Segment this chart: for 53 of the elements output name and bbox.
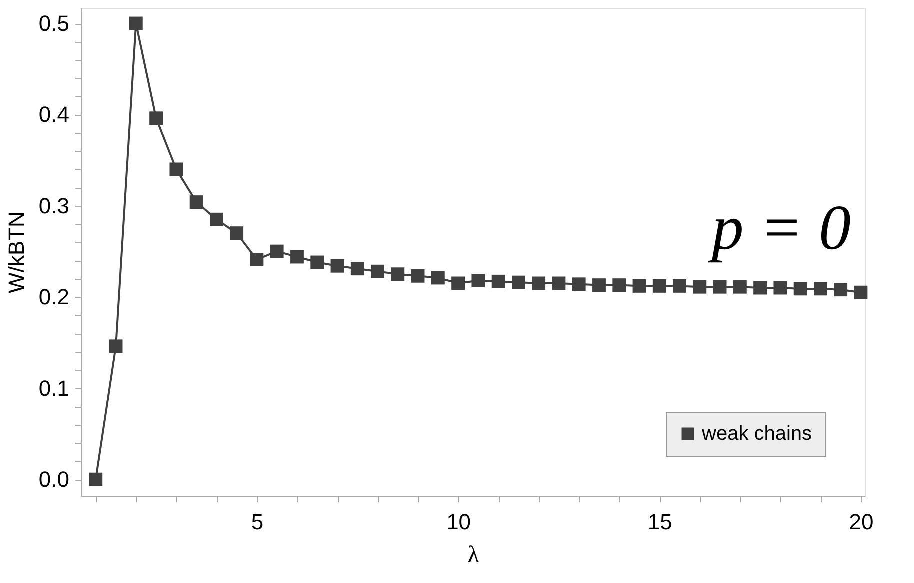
point [391,268,405,282]
point [834,283,848,297]
legend-label: weak chains [701,423,812,445]
point [330,259,344,273]
point [431,271,445,285]
point [210,212,224,226]
point [190,196,204,209]
point [754,281,768,295]
y-tick-label: 0.4 [38,102,70,128]
point [170,162,184,176]
y-axis-title: W/kBTN [4,212,29,294]
y-tick-label: 0.3 [38,193,70,218]
point [230,226,244,240]
point [632,280,646,293]
point [652,280,666,293]
y-tick-label: 0.0 [38,467,70,492]
x-tick-label: 5 [251,510,264,534]
point [350,262,364,276]
point [512,276,526,290]
y-tick-label: 0.1 [38,376,70,401]
point [290,250,304,264]
annotation: p = 0 [708,192,851,263]
y-tick-label: 0.5 [38,11,70,36]
point [150,112,164,126]
point [532,276,546,290]
point [794,282,808,296]
point [310,256,324,270]
point [673,280,686,293]
point [552,276,566,290]
point [371,264,384,278]
x-tick-label: 20 [849,510,874,534]
point [572,278,586,292]
point [492,274,506,288]
x-tick-label: 15 [648,510,672,534]
point [411,269,425,283]
point [854,286,868,300]
point [774,281,788,295]
point [452,276,466,290]
x-tick-label: 10 [446,510,472,534]
point [733,280,747,294]
point [109,340,123,354]
y-tick-label: 0.2 [38,284,70,310]
point [250,253,264,266]
point [814,282,828,296]
x-axis-title: λ [468,542,480,568]
point [89,472,103,486]
point [270,244,284,258]
point [693,280,707,294]
point [472,274,486,288]
point [592,278,606,292]
point [129,16,143,30]
point [713,280,727,294]
point [612,278,626,292]
